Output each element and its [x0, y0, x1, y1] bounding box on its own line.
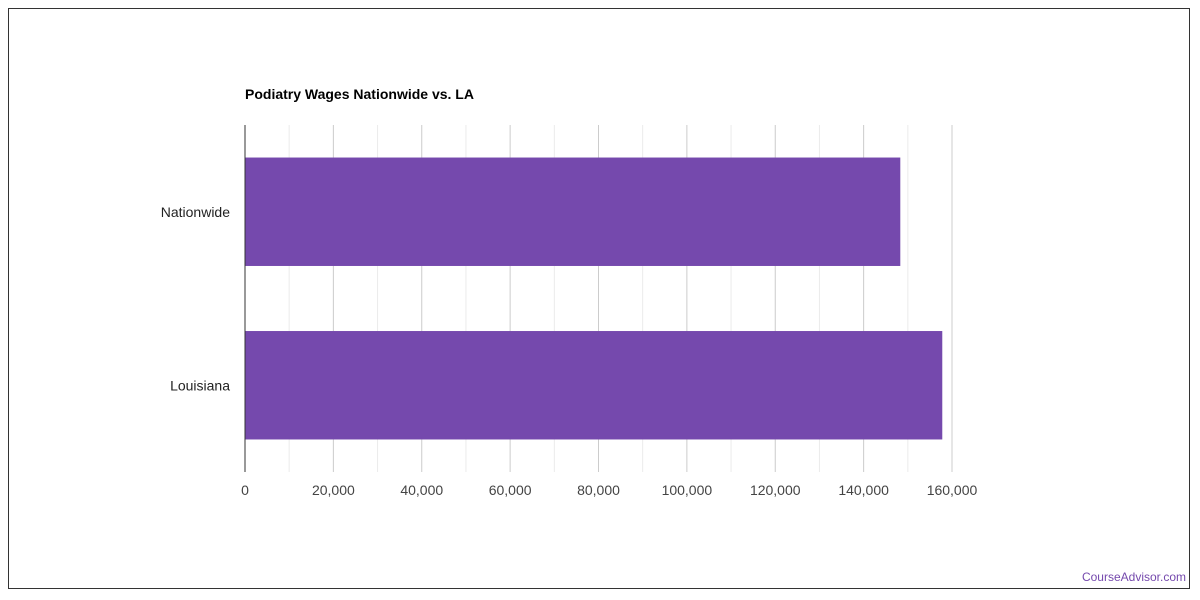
- bars: [245, 157, 943, 440]
- x-tick-label: 160,000: [927, 482, 978, 498]
- x-tick-label: 80,000: [577, 482, 620, 498]
- x-tick-label: 140,000: [838, 482, 889, 498]
- x-tick-label: 60,000: [489, 482, 532, 498]
- x-tick-labels: 0 20,000 40,000 60,000 80,000 100,000 120,000 1…: [241, 482, 977, 498]
- x-tick-label: 0: [241, 482, 249, 498]
- x-tick-label: 20,000: [312, 482, 355, 498]
- category-labels: Nationwide Louisiana: [161, 204, 230, 394]
- bar-nationwide[interactable]: [245, 157, 901, 266]
- x-tick-label: 40,000: [400, 482, 443, 498]
- category-label: Nationwide: [161, 204, 230, 220]
- chart-title: Podiatry Wages Nationwide vs. LA: [245, 86, 474, 102]
- x-tick-label: 100,000: [662, 482, 713, 498]
- bar-louisiana[interactable]: [245, 331, 943, 440]
- category-label: Louisiana: [170, 377, 230, 393]
- x-tick-label: 120,000: [750, 482, 801, 498]
- source-credit: CourseAdvisor.com: [1081, 570, 1186, 584]
